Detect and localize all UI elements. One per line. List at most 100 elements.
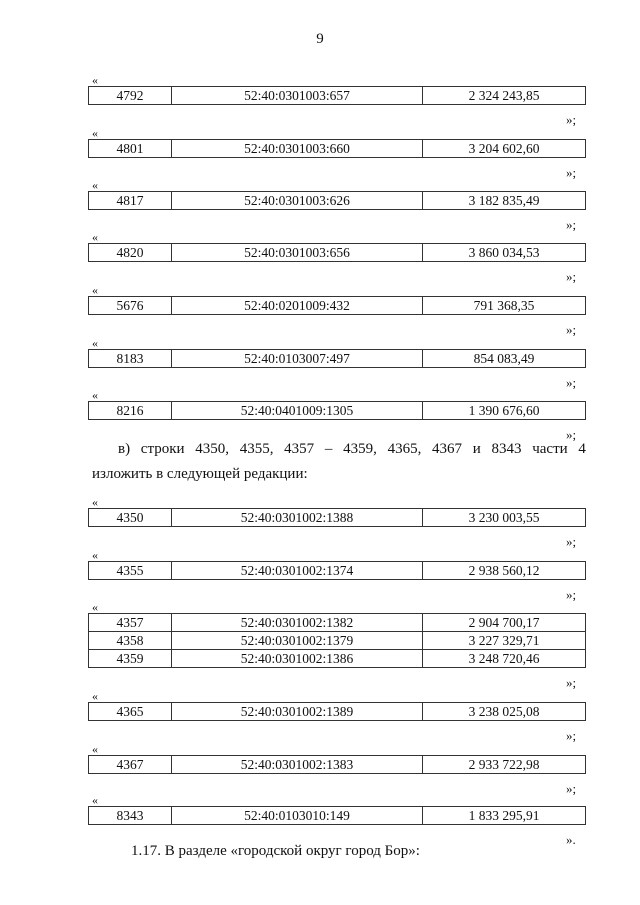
value-cell: 2 938 560,12	[422, 561, 586, 580]
table-row: 4350 52:40:0301002:1388 3 230 003,55	[88, 508, 586, 527]
close-quote: »;	[566, 322, 577, 337]
table-row: 4817 52:40:0301003:626 3 182 835,49	[88, 191, 586, 210]
open-quote: «	[92, 742, 98, 756]
row-number-cell: 4820	[88, 243, 172, 262]
table-row: 4365 52:40:0301002:1389 3 238 025,08	[88, 702, 586, 721]
cadastral-table: 4792 52:40:0301003:657 2 324 243,85	[88, 86, 586, 105]
paragraph-word: в)	[118, 441, 131, 457]
cadastral-number-cell: 52:40:0301002:1383	[171, 755, 423, 774]
row-number-cell: 8216	[88, 401, 172, 420]
value-cell: 2 933 722,98	[422, 755, 586, 774]
table-row: 4367 52:40:0301002:1383 2 933 722,98	[88, 755, 586, 774]
open-quote: «	[92, 178, 98, 192]
page-number: 9	[316, 31, 324, 47]
paragraph-word: 4365,	[387, 441, 422, 457]
paragraph-v-line2: изложить в следующей редакции:	[92, 466, 308, 482]
cadastral-table: 8216 52:40:0401009:1305 1 390 676,60	[88, 401, 586, 420]
row-number-cell: 4350	[88, 508, 172, 527]
cadastral-number-cell: 52:40:0301002:1374	[171, 561, 423, 580]
cadastral-number-cell: 52:40:0301002:1382	[171, 613, 423, 632]
row-number-cell: 4367	[88, 755, 172, 774]
table-row: 5676 52:40:0201009:432 791 368,35	[88, 296, 586, 315]
open-quote: «	[92, 495, 98, 509]
table-row: 8343 52:40:0103010:149 1 833 295,91	[88, 806, 586, 825]
row-number-cell: 4359	[88, 649, 172, 668]
paragraph-word: 4359,	[343, 441, 377, 457]
value-cell: 3 238 025,08	[422, 702, 586, 721]
value-cell: 1 390 676,60	[422, 401, 586, 420]
cadastral-table: 4365 52:40:0301002:1389 3 238 025,08	[88, 702, 586, 721]
row-number-cell: 4792	[88, 86, 172, 105]
open-quote: «	[92, 336, 98, 350]
open-quote: «	[92, 230, 98, 244]
open-quote: «	[92, 388, 98, 402]
cadastral-number-cell: 52:40:0201009:432	[171, 296, 423, 315]
table-row: 8183 52:40:0103007:497 854 083,49	[88, 349, 586, 368]
value-cell: 1 833 295,91	[422, 806, 586, 825]
cadastral-number-cell: 52:40:0103007:497	[171, 349, 423, 368]
cadastral-number-cell: 52:40:0301002:1388	[171, 508, 423, 527]
table-row: 4801 52:40:0301003:660 3 204 602,60	[88, 139, 586, 158]
open-quote: «	[92, 689, 98, 703]
close-quote: »;	[566, 165, 577, 180]
close-quote: »;	[566, 781, 577, 796]
paragraph-word: 4	[578, 441, 586, 457]
cadastral-number-cell: 52:40:0301003:626	[171, 191, 423, 210]
table-row: 4358 52:40:0301002:1379 3 227 329,71	[88, 631, 586, 650]
close-quote: »;	[566, 375, 577, 390]
cadastral-table: 4355 52:40:0301002:1374 2 938 560,12	[88, 561, 586, 580]
table-row: 4359 52:40:0301002:1386 3 248 720,46	[88, 649, 586, 668]
value-cell: 3 248 720,46	[422, 649, 586, 668]
row-number-cell: 4801	[88, 139, 172, 158]
cadastral-number-cell: 52:40:0103010:149	[171, 806, 423, 825]
close-quote: »;	[566, 217, 577, 232]
value-cell: 791 368,35	[422, 296, 586, 315]
close-quote: »;	[566, 675, 577, 690]
row-number-cell: 4817	[88, 191, 172, 210]
value-cell: 3 230 003,55	[422, 508, 586, 527]
paragraph-word: 4357	[284, 441, 315, 457]
table-row: 4820 52:40:0301003:656 3 860 034,53	[88, 243, 586, 262]
value-cell: 3 227 329,71	[422, 631, 586, 650]
close-quote: »;	[566, 728, 577, 743]
value-cell: 854 083,49	[422, 349, 586, 368]
paragraph-word: части	[532, 441, 568, 457]
cadastral-number-cell: 52:40:0301003:657	[171, 86, 423, 105]
value-cell: 2 324 243,85	[422, 86, 586, 105]
section-1-17-heading: 1.17. В разделе «городской округ город Б…	[131, 843, 420, 859]
close-quote: »;	[566, 269, 577, 284]
open-quote: «	[92, 73, 98, 87]
table-row: 4792 52:40:0301003:657 2 324 243,85	[88, 86, 586, 105]
cadastral-table: 4817 52:40:0301003:626 3 182 835,49	[88, 191, 586, 210]
cadastral-table: 4357 52:40:0301002:1382 2 904 700,17 4358 52…	[88, 613, 586, 668]
paragraph-word: –	[324, 441, 333, 457]
cadastral-table: 8183 52:40:0103007:497 854 083,49	[88, 349, 586, 368]
row-number-cell: 4358	[88, 631, 172, 650]
paragraph-word: и	[472, 441, 481, 457]
cadastral-table: 4820 52:40:0301003:656 3 860 034,53	[88, 243, 586, 262]
cadastral-number-cell: 52:40:0301003:660	[171, 139, 423, 158]
cadastral-table: 4801 52:40:0301003:660 3 204 602,60	[88, 139, 586, 158]
cadastral-number-cell: 52:40:0301002:1379	[171, 631, 423, 650]
cadastral-table: 4350 52:40:0301002:1388 3 230 003,55	[88, 508, 586, 527]
value-cell: 3 860 034,53	[422, 243, 586, 262]
close-quote: »;	[566, 587, 577, 602]
row-number-cell: 8183	[88, 349, 172, 368]
cadastral-number-cell: 52:40:0301002:1386	[171, 649, 423, 668]
close-quote: ».	[566, 832, 576, 847]
table-row: 8216 52:40:0401009:1305 1 390 676,60	[88, 401, 586, 420]
row-number-cell: 8343	[88, 806, 172, 825]
close-quote: »;	[566, 112, 577, 127]
open-quote: «	[92, 600, 98, 614]
paragraph-word: 8343	[491, 441, 522, 457]
value-cell: 3 182 835,49	[422, 191, 586, 210]
row-number-cell: 4357	[88, 613, 172, 632]
cadastral-table: 5676 52:40:0201009:432 791 368,35	[88, 296, 586, 315]
paragraph-word: 4355,	[239, 441, 274, 457]
open-quote: «	[92, 283, 98, 297]
paragraph-word: 4350,	[195, 441, 229, 457]
paragraph-v-line1: в) строки 4350, 4355, 4357–4359, 4365, 4367 и 83…	[118, 441, 586, 458]
open-quote: «	[92, 126, 98, 140]
value-cell: 2 904 700,17	[422, 613, 586, 632]
open-quote: «	[92, 793, 98, 807]
